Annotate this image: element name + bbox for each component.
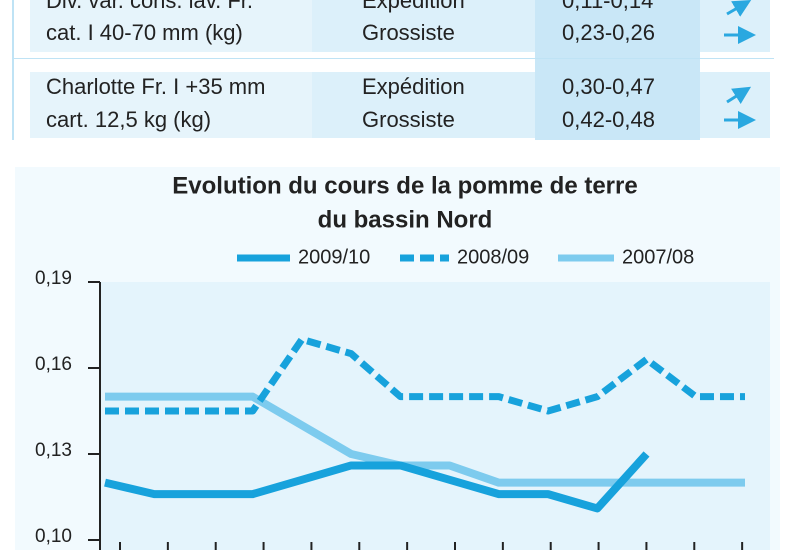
series-line <box>104 451 650 513</box>
series-line <box>105 392 745 487</box>
y-tick-label: 0,19 <box>35 268 72 289</box>
y-tick-label: 0,13 <box>35 440 72 461</box>
cell: 0,11-0,14 <box>562 0 654 13</box>
chart-title: Evolution du cours de la pomme de terre <box>172 172 637 199</box>
cell: cat. I 40-70 mm (kg) <box>46 20 243 45</box>
price-col <box>535 0 700 140</box>
y-tick-label: 0,10 <box>35 526 72 547</box>
cell: Grossiste <box>362 107 455 132</box>
legend-label: 2007/08 <box>622 246 694 268</box>
cell: cart. 12,5 kg (kg) <box>46 107 212 132</box>
left-rule <box>12 0 14 140</box>
plot-area <box>100 282 770 550</box>
cell: Expédition <box>362 74 465 99</box>
chart-title: du bassin Nord <box>318 206 493 233</box>
cell: Charlotte Fr. I +35 mm <box>46 74 266 99</box>
legend-label: 2009/10 <box>298 246 370 268</box>
cell: Expédition <box>362 0 465 13</box>
cell: 0,42-0,48 <box>562 107 655 132</box>
label-col <box>30 0 312 52</box>
label-col <box>30 72 312 138</box>
y-tick-label: 0,16 <box>35 354 72 375</box>
trend-arrow <box>726 86 752 105</box>
legend-label: 2008/09 <box>457 246 529 268</box>
series-line <box>105 335 745 415</box>
cell: Div. var. cons. lav. Fr. <box>46 0 254 13</box>
cell: 0,30-0,47 <box>562 74 655 99</box>
trend-arrow <box>726 0 752 17</box>
cell: Grossiste <box>362 20 455 45</box>
cell: 0,23-0,26 <box>562 20 655 45</box>
separator <box>14 58 774 59</box>
